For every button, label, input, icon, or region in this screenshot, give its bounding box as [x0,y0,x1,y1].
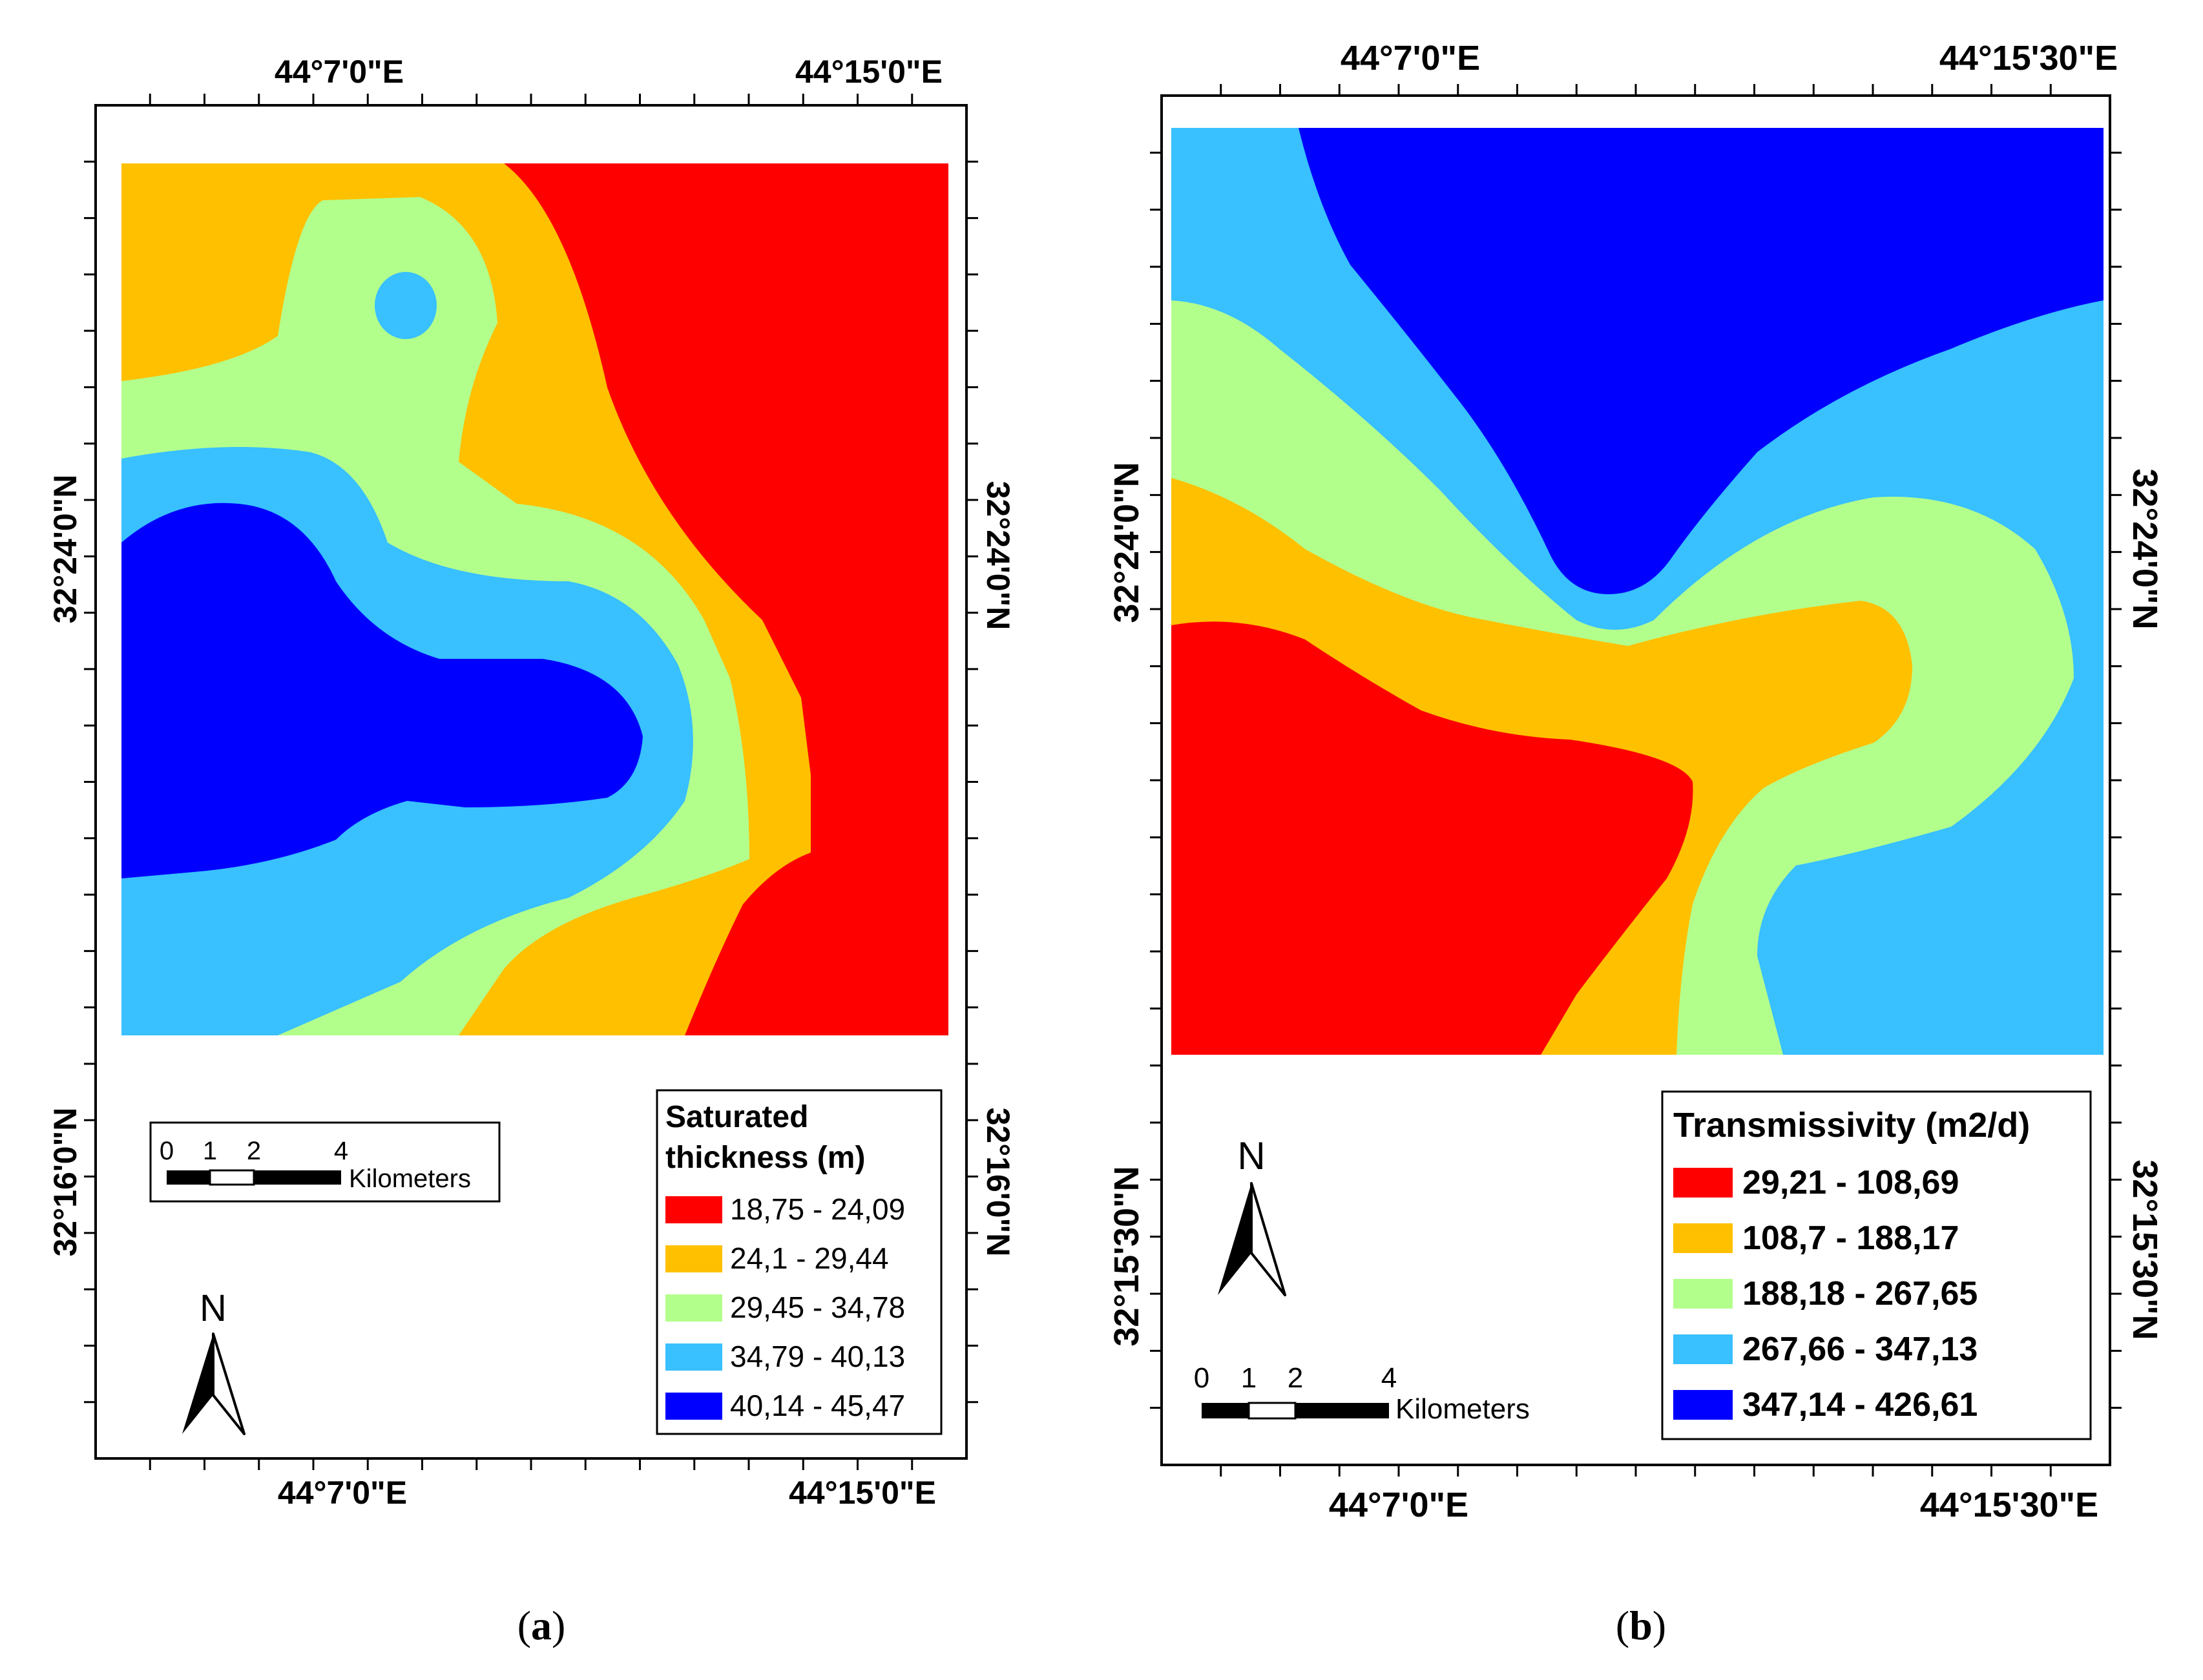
map-a-scale-bar-box [149,1121,501,1203]
map-a-legend-swatch-4 [665,1343,722,1371]
map-b-scale-tick-2: 2 [1288,1362,1303,1394]
map-a-scale-tick-2: 2 [247,1137,261,1165]
map-b-scale-tick-4: 4 [1381,1362,1397,1394]
map-a-lat-right-upper: 32°24'0"N [980,481,1016,630]
map-b-lon-bottom-right: 44°15'30"E [1920,1486,2098,1524]
map-a-ticks [84,94,978,1470]
map-b-lon-bottom-left: 44°7'0"E [1329,1486,1468,1524]
map-a-legend-box [656,1089,943,1435]
map-a-scale-seg-1 [167,1170,210,1185]
map-a-scale-tick-1: 1 [203,1137,217,1165]
map-b-scale-seg-3 [1295,1403,1389,1418]
map-a-scale-tick-4: 4 [334,1137,348,1165]
map-b-raster [1171,128,2104,1055]
map-b-legend-swatch-3 [1673,1279,1733,1309]
map-b-lat-right-upper: 32°24'0"N [2125,468,2164,629]
map-b-legend-label-2: 108,7 - 188,17 [1742,1219,1959,1257]
map-a-north-arrow-dark-half [182,1334,213,1434]
map-a-lat-left-upper: 32°24'0"N [47,475,83,624]
map-a-lat-left-lower: 32°16'0"N [47,1108,83,1257]
map-b-north-arrow: N [1218,1134,1286,1296]
map-b-legend-label-1: 29,21 - 108,69 [1742,1164,1959,1201]
map-b-legend: Transmissivity (m2/d) 29,21 - 108,69 108,… [1661,1090,2092,1440]
map-a-north-label: N [200,1287,227,1329]
map-a-lon-top-right: 44°15'0"E [795,54,943,90]
map-a-legend-label-1: 18,75 - 24,09 [730,1192,905,1226]
map-a-legend-label-4: 34,79 - 40,13 [730,1340,905,1373]
map-b-legend-items: 29,21 - 108,69 108,7 - 188,17 188,18 - 267… [1673,1164,1978,1424]
map-b-lon-top-left: 44°7'0"E [1341,39,1480,78]
map-b-north-arrow-light-half [1250,1182,1286,1296]
map-a-legend-label-3: 29,45 - 34,78 [730,1291,905,1324]
map-b-north-label: N [1237,1134,1265,1177]
map-b-scale-tick-0: 0 [1194,1362,1209,1394]
map-b-caption: (b) [1616,1602,1666,1648]
map-b-scale-unit: Kilometers [1395,1393,1530,1425]
zone-a-light-blue-spot [375,272,437,339]
map-b-legend-title: Transmissivity (m2/d) [1673,1106,2030,1145]
map-a-legend: Saturated thickness (m) 18,75 - 24,09 24,… [656,1089,943,1435]
map-b-lat-left-lower: 32°15'30"N [1107,1166,1146,1346]
zone-b-blue [1299,128,2104,594]
map-a-caption: (a) [517,1602,566,1648]
map-b-legend-swatch-4 [1673,1334,1733,1364]
zone-a-blue [121,503,643,878]
map-b-legend-label-5: 347,14 - 426,61 [1742,1386,1978,1424]
map-a-legend-title-line2: thickness (m) [665,1141,865,1175]
map-a-scale-bar: 0 1 2 4 Kilometers [149,1121,501,1203]
map-a-legend-title-line1: Saturated [665,1100,808,1134]
map-b-lat-right-lower: 32°15'30"N [2125,1159,2164,1340]
map-a-lat-right-lower: 32°16'0"N [980,1108,1016,1257]
map-b-legend-label-4: 267,66 - 347,13 [1742,1331,1978,1368]
zone-b-red [1171,621,1693,1055]
map-b-scale-seg-2 [1248,1402,1297,1420]
map-b-legend-swatch-5 [1673,1390,1733,1420]
map-b-legend-box [1661,1090,2092,1440]
map-b: 44°7'0"E 44°15'30"E 44°7'0"E 44°15'30"E … [1107,39,2164,1648]
map-b-legend-label-3: 188,18 - 267,65 [1742,1275,1978,1312]
map-b-scale-tick-1: 1 [1241,1362,1257,1394]
map-b-north-arrow-dark-half [1218,1183,1251,1295]
map-a-legend-label-5: 40,14 - 45,47 [730,1389,905,1422]
map-a-scale-seg-3 [254,1170,341,1185]
map-b-lon-top-right: 44°15'30"E [1939,39,2118,78]
map-a-lon-bottom-right: 44°15'0"E [789,1475,936,1511]
map-b-ticks [1150,84,2122,1477]
map-a-legend-label-2: 24,1 - 29,44 [730,1241,889,1275]
map-a-legend-swatch-3 [665,1294,722,1322]
map-b-legend-swatch-1 [1673,1168,1733,1198]
map-b-scale-bar: 0 1 2 4 Kilometers [1194,1362,1530,1425]
map-a-north-arrow: N [182,1287,245,1435]
map-a: 44°7'0"E 44°15'0"E 44°7'0"E 44°15'0"E 32… [47,54,1016,1648]
map-b-scale-seg-1 [1202,1403,1249,1418]
map-a-legend-swatch-2 [665,1245,722,1272]
map-a-scale-tick-0: 0 [160,1137,174,1165]
map-a-north-arrow-light-half [212,1333,245,1435]
map-a-lon-top-left: 44°7'0"E [275,54,404,90]
map-a-scale-unit: Kilometers [349,1165,471,1193]
map-b-legend-swatch-2 [1673,1223,1733,1253]
map-a-legend-items: 18,75 - 24,09 24,1 - 29,44 29,45 - 34,78 34… [665,1192,905,1422]
map-a-lon-bottom-left: 44°7'0"E [278,1475,407,1511]
map-a-legend-swatch-5 [665,1393,722,1420]
map-a-scale-seg-2 [209,1169,255,1186]
map-a-raster [121,163,948,1035]
map-b-lat-left-upper: 32°24'0"N [1107,462,1146,623]
map-a-legend-swatch-1 [665,1196,722,1223]
